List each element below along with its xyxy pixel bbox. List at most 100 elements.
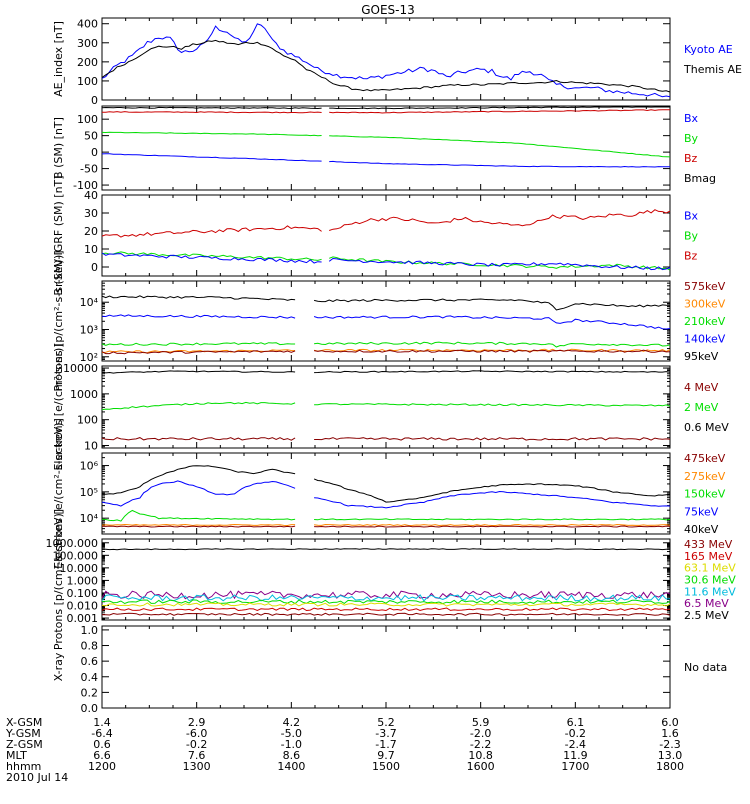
y-axis-label: Electrons [e/(cm²-s-sr)] xyxy=(52,343,65,470)
y-tick-label: 1000.000 xyxy=(46,537,99,550)
legend-bx: Bx xyxy=(684,210,699,223)
series-95kev xyxy=(101,295,671,311)
legend-165-mev: 165 MeV xyxy=(684,550,733,563)
row-value: 10.8 xyxy=(468,749,493,762)
row-label-mlt: MLT xyxy=(6,749,27,762)
y-tick-label: 1000 xyxy=(70,388,98,401)
row-value: 1400 xyxy=(277,760,305,773)
y-tick-label: 10⁴ xyxy=(80,296,99,309)
series-by xyxy=(101,251,671,271)
row-value: 0.6 xyxy=(93,738,111,751)
legend-0-6-mev: 0.6 MeV xyxy=(684,421,729,434)
row-value: 1.6 xyxy=(661,727,679,740)
series-bx xyxy=(101,153,670,168)
y-tick-label: 0 xyxy=(91,94,98,107)
panel-frame xyxy=(101,538,671,621)
series-11-6-mev xyxy=(101,594,671,602)
series-by xyxy=(101,131,671,158)
y-axis-label: Electrons [e/(cm²-s-sr-keV)] xyxy=(52,418,65,569)
y-tick-label: 10 xyxy=(84,243,98,256)
plot-title: GOES-13 xyxy=(361,3,415,17)
series-2-5-mev xyxy=(101,548,671,551)
row-value: 5.2 xyxy=(377,716,395,729)
panel-7: 1000.000100.00010.0001.0000.1000.0100.00… xyxy=(46,509,737,650)
row-value: 9.7 xyxy=(377,749,395,762)
row-value: -1.0 xyxy=(281,738,302,751)
legend-75kev: 75keV xyxy=(684,505,719,518)
row-value: -0.2 xyxy=(186,738,207,751)
series-kyoto-ae xyxy=(101,23,671,98)
legend-30-6-mev: 30.6 MeV xyxy=(684,574,736,587)
y-tick-label: 10² xyxy=(80,351,98,364)
y-tick-label: 40 xyxy=(84,189,98,202)
row-value: 4.2 xyxy=(283,716,301,729)
row-value: 6.6 xyxy=(93,749,111,762)
series-6-5-mev xyxy=(101,590,671,600)
row-value: 6.1 xyxy=(567,716,585,729)
row-value: -3.7 xyxy=(375,727,396,740)
panel-frame xyxy=(101,452,671,535)
y-tick-label: 0.8 xyxy=(81,640,99,653)
legend-by: By xyxy=(684,132,699,145)
legend-6-5-mev: 6.5 MeV xyxy=(684,597,729,610)
y-tick-label: 100.000 xyxy=(53,549,99,562)
legend-bx: Bx xyxy=(684,112,699,125)
row-value: -1.7 xyxy=(375,738,396,751)
panel-6: 10⁶ 10⁵ 10⁴ Electrons [e/(cm²-s-sr-keV)] 475… xyxy=(52,418,726,569)
y-tick-label: 0.6 xyxy=(81,655,99,668)
y-tick-label: 20 xyxy=(84,225,98,238)
legend-no-data: No data xyxy=(684,661,727,674)
row-value: 7.6 xyxy=(188,749,206,762)
y-tick-label: 0 xyxy=(91,261,98,274)
y-axis-label: AE_index [nT] xyxy=(52,21,65,97)
y-axis-label: B (SM) [nT] xyxy=(52,117,65,179)
panel-2: 100 50 0 -50 -100 B (SM) [nT] Bx By Bz Bmag xyxy=(52,105,716,192)
row-value: -2.3 xyxy=(659,738,680,751)
series-bz xyxy=(101,209,671,238)
legend-bz: Bz xyxy=(684,250,698,263)
row-value: 5.9 xyxy=(472,716,490,729)
series-30-6-mev xyxy=(101,599,671,605)
y-tick-label: 0 xyxy=(91,146,98,159)
panel-frame xyxy=(101,105,671,191)
y-tick-label: 100 xyxy=(77,75,98,88)
y-axis-label: Protons [p/(cm²-s-sr-keV)] xyxy=(52,509,65,650)
row-value: 1700 xyxy=(561,760,589,773)
legend-2-mev: 2 MeV xyxy=(684,401,719,414)
legend-themis-ae: Themis AE xyxy=(683,63,742,76)
y-tick-label: 10 xyxy=(84,439,98,452)
y-tick-label: 400 xyxy=(77,18,98,31)
row-value: -5.0 xyxy=(281,727,302,740)
y-tick-label: 200 xyxy=(77,56,98,69)
series-2-mev xyxy=(101,401,671,411)
row-label-z-gsm: Z-GSM xyxy=(6,738,43,751)
legend-150kev: 150keV xyxy=(684,488,726,501)
row-value: 13.0 xyxy=(658,749,683,762)
legend-by: By xyxy=(684,230,699,243)
row-value: -2.2 xyxy=(470,738,491,751)
y-tick-label: 100 xyxy=(77,113,98,126)
panel-8: 1.0 0.8 0.6 0.4 0.2 0.0 X-ray No data xyxy=(52,624,727,715)
series-40kev xyxy=(101,465,671,503)
legend-bz: Bz xyxy=(684,152,698,165)
panel-4: 10⁴ 10³ 10² Protons [p/(cm²-s-sr-keV)] 575ke… xyxy=(52,250,726,391)
legend-575kev: 575keV xyxy=(684,280,726,293)
y-axis-label: B (SM)-IGRF (SM) [nT] xyxy=(52,175,65,295)
y-tick-label: 30 xyxy=(84,207,98,220)
series-165-mev xyxy=(101,607,671,612)
legend-95kev: 95keV xyxy=(684,350,719,363)
row-value: -2.0 xyxy=(470,727,491,740)
series-210kev xyxy=(101,341,671,348)
y-tick-label: 1.0 xyxy=(81,624,99,637)
panel-1: 400 300 200 100 0 AE_index [nT] Kyoto AE Themis… xyxy=(52,17,742,107)
series-0-6-mev xyxy=(101,370,671,374)
row-value: -6.0 xyxy=(186,727,207,740)
panel-3: 40 30 20 10 0 B (SM)-IGRF (SM) [nT] Bx By Bz xyxy=(52,175,699,295)
legend-40kev: 40keV xyxy=(684,523,719,536)
y-tick-label: 0.001 xyxy=(67,612,99,625)
legend-300kev: 300keV xyxy=(684,298,726,311)
row-value: 1200 xyxy=(88,760,116,773)
y-tick-label: 1.000 xyxy=(67,574,99,587)
legend-140kev: 140keV xyxy=(684,333,726,346)
